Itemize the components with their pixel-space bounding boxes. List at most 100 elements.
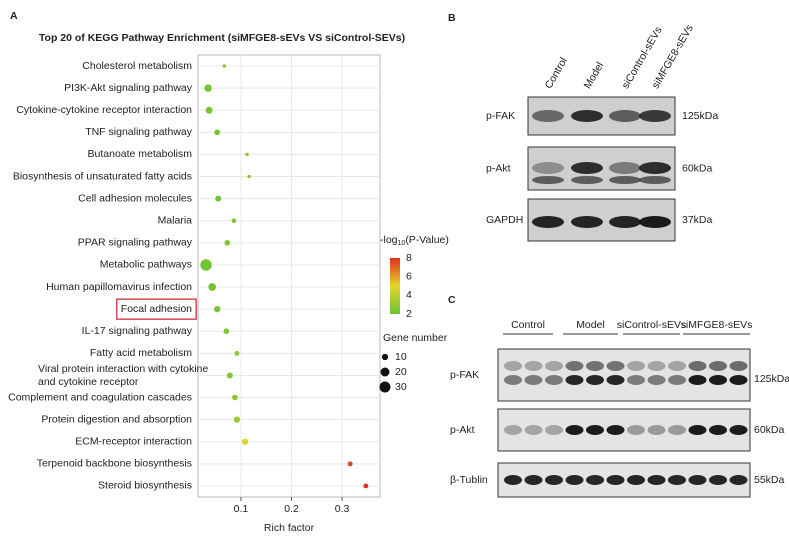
y-tick-label: PI3K-Akt signaling pathway [64, 82, 193, 94]
band [609, 176, 641, 184]
band [606, 361, 625, 371]
y-tick-label: Protein digestion and absorption [41, 413, 192, 425]
color-legend-title-part: 10 [398, 240, 406, 247]
band [639, 110, 671, 122]
size-legend-label: 10 [395, 351, 407, 363]
band [729, 475, 748, 485]
colorbar-tick-label: 6 [406, 270, 412, 282]
group-label: siControl-sEVs [617, 319, 686, 331]
band [524, 425, 543, 435]
panel-label: C [448, 294, 456, 306]
band [688, 375, 707, 385]
row-label: p-FAK [450, 369, 479, 381]
bubble [214, 305, 221, 313]
colorbar-tick-label: 8 [406, 252, 412, 264]
band [627, 475, 645, 485]
blot [497, 348, 751, 402]
row-label: p-FAK [486, 110, 515, 122]
band [586, 425, 604, 435]
band [606, 375, 625, 385]
size-label: 55kDa [754, 474, 785, 486]
band [571, 216, 603, 228]
colorbar [390, 258, 400, 314]
bubble [241, 438, 249, 445]
size-legend-label: 30 [395, 381, 407, 393]
band [545, 425, 563, 435]
bubble [208, 283, 217, 291]
size-legend-label: 20 [395, 366, 407, 378]
bubble [224, 240, 231, 246]
bubble [245, 152, 249, 157]
bubble [214, 129, 221, 136]
x-tick-label: 0.2 [284, 503, 299, 515]
size-label: 60kDa [754, 424, 785, 436]
size-legend-title: Gene number [383, 332, 448, 344]
band [639, 176, 671, 184]
band [532, 110, 564, 122]
row-label: β-Tublin [450, 474, 488, 486]
size-label: 60kDa [682, 162, 713, 174]
band [709, 425, 727, 435]
band [647, 375, 666, 385]
band [532, 216, 564, 228]
y-tick-label: Fatty acid metabolism [90, 347, 192, 359]
y-tick-label: Cytokine-cytokine receptor interaction [16, 104, 192, 116]
band [545, 475, 563, 485]
y-tick-label: ECM-receptor interaction [75, 436, 192, 448]
x-axis-label: Rich factor [264, 522, 315, 534]
bubble [223, 328, 230, 335]
bubble [233, 416, 241, 423]
band [532, 176, 564, 184]
band [647, 475, 666, 485]
band [504, 425, 522, 435]
row-label: p-Akt [486, 162, 511, 174]
x-tick-label: 0.3 [335, 503, 350, 515]
bubble [226, 372, 233, 379]
band [606, 475, 625, 485]
group-label: Control [511, 319, 545, 331]
size-legend-marker [380, 367, 390, 377]
bubble [247, 174, 251, 179]
band [565, 475, 584, 485]
color-legend-title-part: -log [380, 234, 398, 246]
band [609, 216, 641, 228]
band [639, 162, 671, 174]
band [688, 361, 707, 371]
band [504, 475, 522, 485]
bubble [234, 350, 240, 356]
size-legend-marker [379, 381, 391, 393]
band [586, 375, 604, 385]
band [565, 361, 584, 371]
band [545, 361, 563, 371]
y-tick-label: Biosynthesis of unsaturated fatty acids [13, 170, 192, 182]
band [709, 361, 727, 371]
size-label: 125kDa [754, 373, 789, 385]
band [524, 375, 543, 385]
band [668, 361, 686, 371]
bubble [204, 84, 212, 92]
y-tick-label: Metabolic pathways [100, 259, 192, 271]
y-tick-label: TNF signaling pathway [85, 126, 193, 138]
bubble [347, 461, 353, 467]
band [627, 375, 645, 385]
band [571, 176, 603, 184]
row-label: GAPDH [486, 214, 523, 226]
plot-frame [197, 54, 381, 498]
panel-label: A [10, 10, 18, 22]
y-tick-label: Complement and coagulation cascades [8, 391, 192, 403]
band [729, 361, 748, 371]
y-tick-label: Cell adhesion molecules [78, 192, 192, 204]
y-tick-label: Focal adhesion [121, 303, 192, 315]
band [609, 162, 641, 174]
band [647, 361, 666, 371]
band [504, 361, 522, 371]
band [571, 162, 603, 174]
band [524, 361, 543, 371]
band [647, 425, 666, 435]
panel-label: B [448, 12, 456, 24]
highlight-box [116, 298, 197, 320]
bubble [200, 259, 212, 271]
band [639, 216, 671, 228]
band [688, 475, 707, 485]
y-tick-label: Steroid biosynthesis [98, 480, 192, 492]
